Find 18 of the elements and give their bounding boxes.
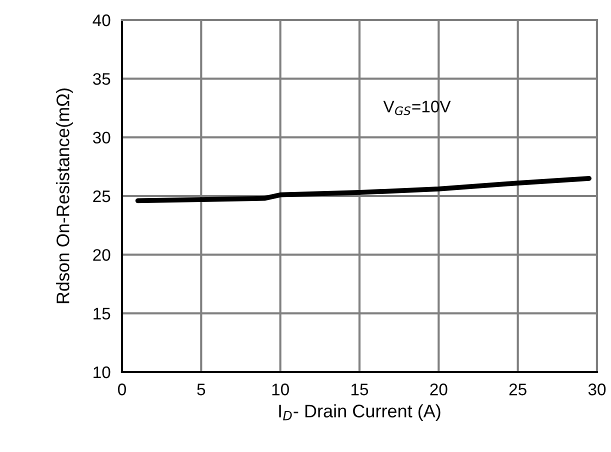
x-tick-label: 15 bbox=[352, 384, 368, 396]
y-tick-label: 10 bbox=[94, 366, 110, 378]
x-tick-label: 0 bbox=[118, 384, 126, 396]
line-series bbox=[135, 176, 592, 204]
y-tick-label: 15 bbox=[94, 308, 110, 320]
y-axis-title: Rdson On-Resistance(mΩ) bbox=[56, 88, 73, 304]
annotation: V$_{GS}$=10V bbox=[383, 100, 451, 116]
x-axis-title: I$_{D}$- Drain Current (A) bbox=[279, 404, 440, 422]
y-tick-label: 40 bbox=[92, 14, 110, 26]
x-tick-label: 5 bbox=[197, 384, 206, 396]
y-tick-label: 30 bbox=[92, 132, 110, 144]
y-tick-label: 35 bbox=[92, 73, 110, 85]
x-tick-label: 25 bbox=[509, 384, 526, 396]
x-tick-label: 10 bbox=[272, 384, 289, 396]
y-tick-label: 25 bbox=[93, 190, 110, 202]
y-tick-label: 20 bbox=[93, 249, 110, 261]
x-tick-label: 30 bbox=[588, 384, 606, 396]
x-tick-label: 20 bbox=[430, 384, 448, 396]
